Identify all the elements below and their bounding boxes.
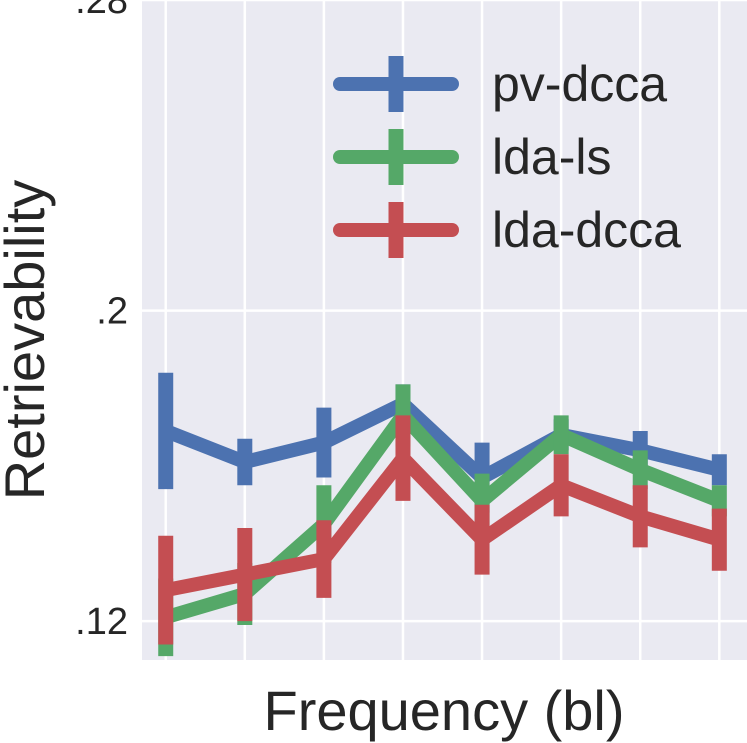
y-tick-label: .2 [96, 291, 128, 333]
series-line-pv-dcca [158, 396, 727, 485]
legend: pv-dcca lda-ls lda-dcca [333, 56, 681, 258]
y-tick-label: .28 [75, 0, 128, 22]
x-axis-label: Frequency (bl) [263, 679, 624, 742]
y-tick-labels: .12 .2 .28 [75, 0, 128, 643]
legend-label-lda-ls: lda-ls [492, 129, 611, 185]
legend-label-lda-dcca: lda-dcca [492, 202, 681, 258]
legend-item-lda-dcca: lda-dcca [333, 202, 681, 258]
series-line-lda-ls [158, 408, 727, 625]
legend-item-lda-ls: lda-ls [333, 129, 611, 185]
legend-item-pv-dcca: pv-dcca [333, 56, 667, 112]
series-lda-dcca [158, 415, 727, 645]
y-axis-label: Retrievability [0, 180, 56, 501]
series-layer [158, 372, 727, 657]
legend-label-pv-dcca: pv-dcca [492, 56, 667, 112]
y-tick-label: .12 [75, 601, 128, 643]
series-line-lda-dcca [158, 451, 727, 598]
